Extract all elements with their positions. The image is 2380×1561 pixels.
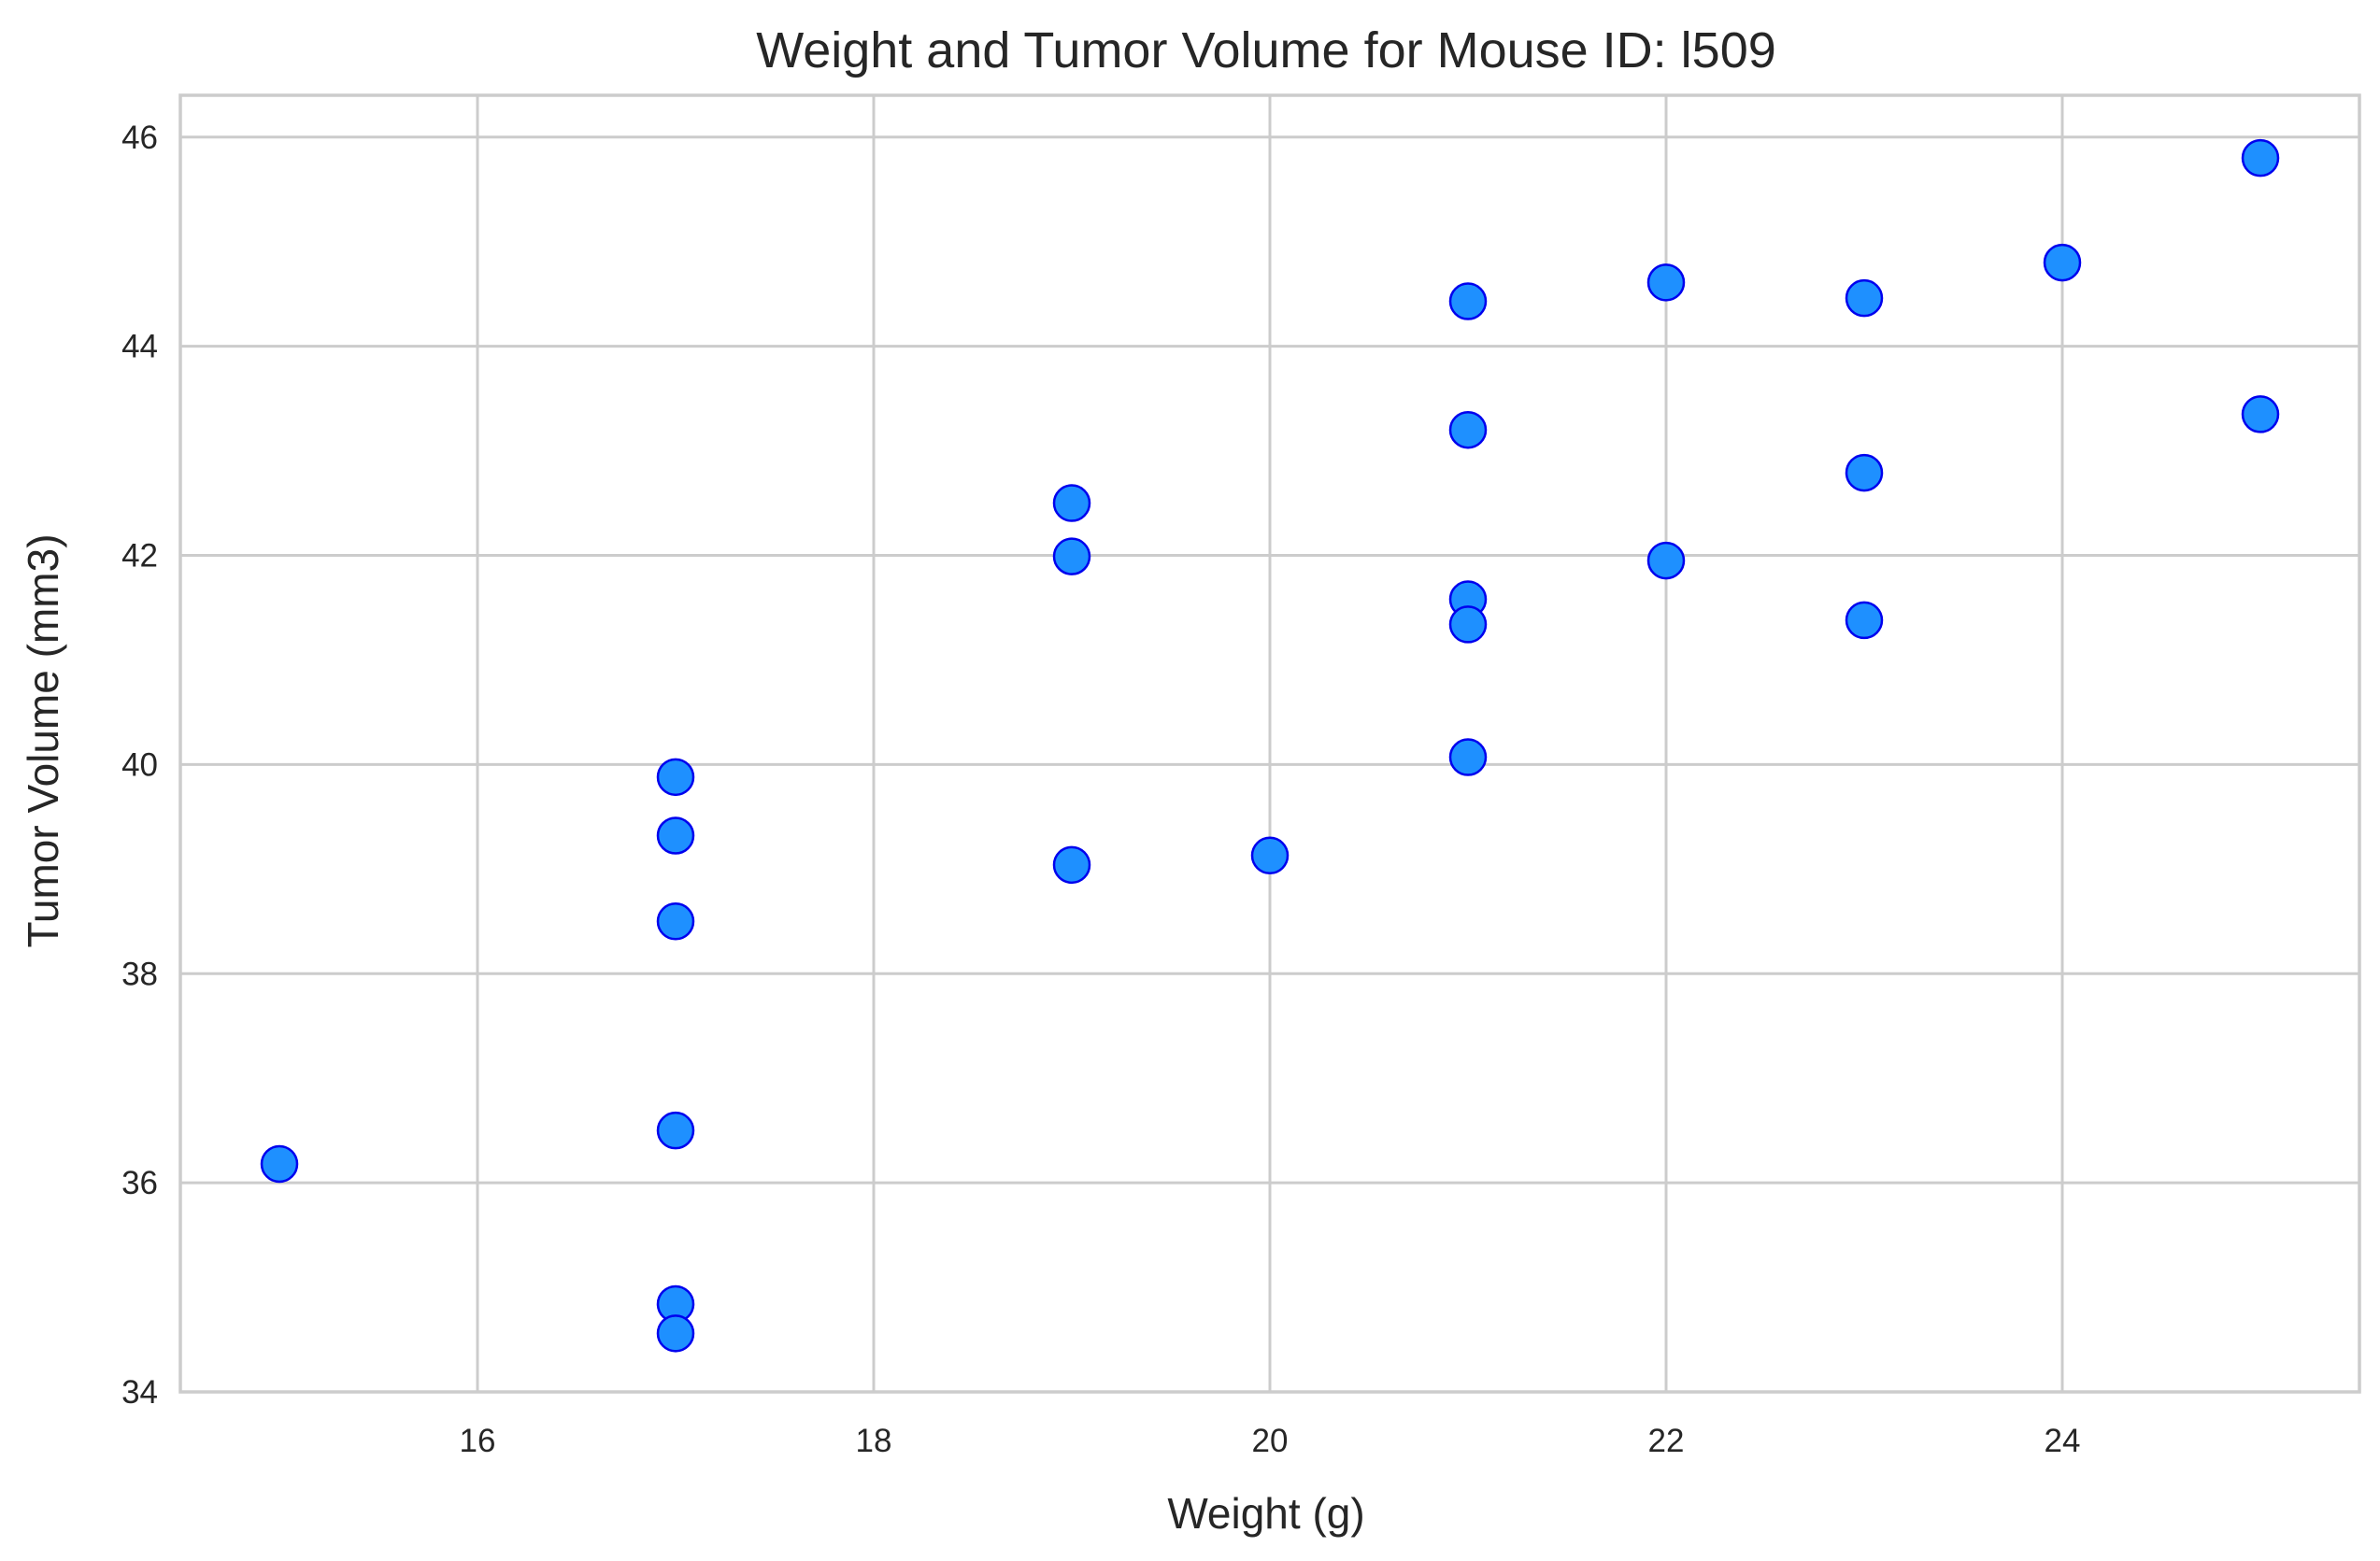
chart-title: Weight and Tumor Volume for Mouse ID: l5… bbox=[756, 22, 1776, 78]
x-axis-label: Weight (g) bbox=[1167, 1489, 1364, 1538]
scatter-point bbox=[656, 816, 695, 855]
scatter-point bbox=[1845, 453, 1884, 492]
y-tick-label: 44 bbox=[121, 329, 158, 365]
scatter-point bbox=[1052, 484, 1091, 522]
scatter-point bbox=[1250, 836, 1290, 875]
y-tick-label: 40 bbox=[121, 746, 158, 783]
x-tick-labels: 16 18 20 22 24 bbox=[460, 1423, 2081, 1459]
y-tick-label: 34 bbox=[121, 1374, 158, 1411]
x-tick-label: 22 bbox=[1648, 1423, 1685, 1459]
y-tick-labels: 34 36 38 40 42 44 46 bbox=[121, 120, 158, 1411]
y-tick-label: 42 bbox=[121, 538, 158, 575]
x-tick-label: 18 bbox=[856, 1423, 892, 1459]
scatter-point bbox=[1845, 278, 1884, 318]
scatter-point bbox=[656, 1314, 695, 1353]
scatter-point bbox=[656, 1111, 695, 1150]
scatter-point bbox=[1646, 263, 1686, 302]
scatter-point bbox=[1448, 282, 1488, 320]
scatter-point bbox=[1646, 541, 1686, 580]
plot-frame bbox=[178, 93, 2361, 1394]
y-tick-label: 38 bbox=[121, 956, 158, 992]
x-tick-label: 16 bbox=[460, 1423, 496, 1459]
scatter-point bbox=[2241, 395, 2280, 433]
y-axis-label: Tumor Volume (mm3) bbox=[19, 533, 67, 947]
scatter-point bbox=[1052, 845, 1091, 885]
scatter-point bbox=[1448, 605, 1488, 644]
axes-frame bbox=[178, 93, 2361, 1394]
scatter-point bbox=[656, 902, 695, 941]
scatter-point bbox=[1845, 601, 1884, 640]
scatter-point bbox=[1052, 537, 1091, 575]
scatter-point bbox=[1448, 410, 1488, 449]
scatter-point bbox=[1448, 738, 1488, 776]
scatter-point bbox=[656, 758, 695, 797]
scatter-point bbox=[2043, 243, 2082, 282]
x-tick-label: 24 bbox=[2045, 1423, 2081, 1459]
y-tick-label: 36 bbox=[121, 1165, 158, 1201]
y-tick-label: 46 bbox=[121, 120, 158, 156]
scatter-point bbox=[260, 1144, 299, 1184]
scatter-points bbox=[260, 138, 2280, 1353]
x-tick-label: 20 bbox=[1252, 1423, 1289, 1459]
scatter-point bbox=[2241, 138, 2280, 177]
